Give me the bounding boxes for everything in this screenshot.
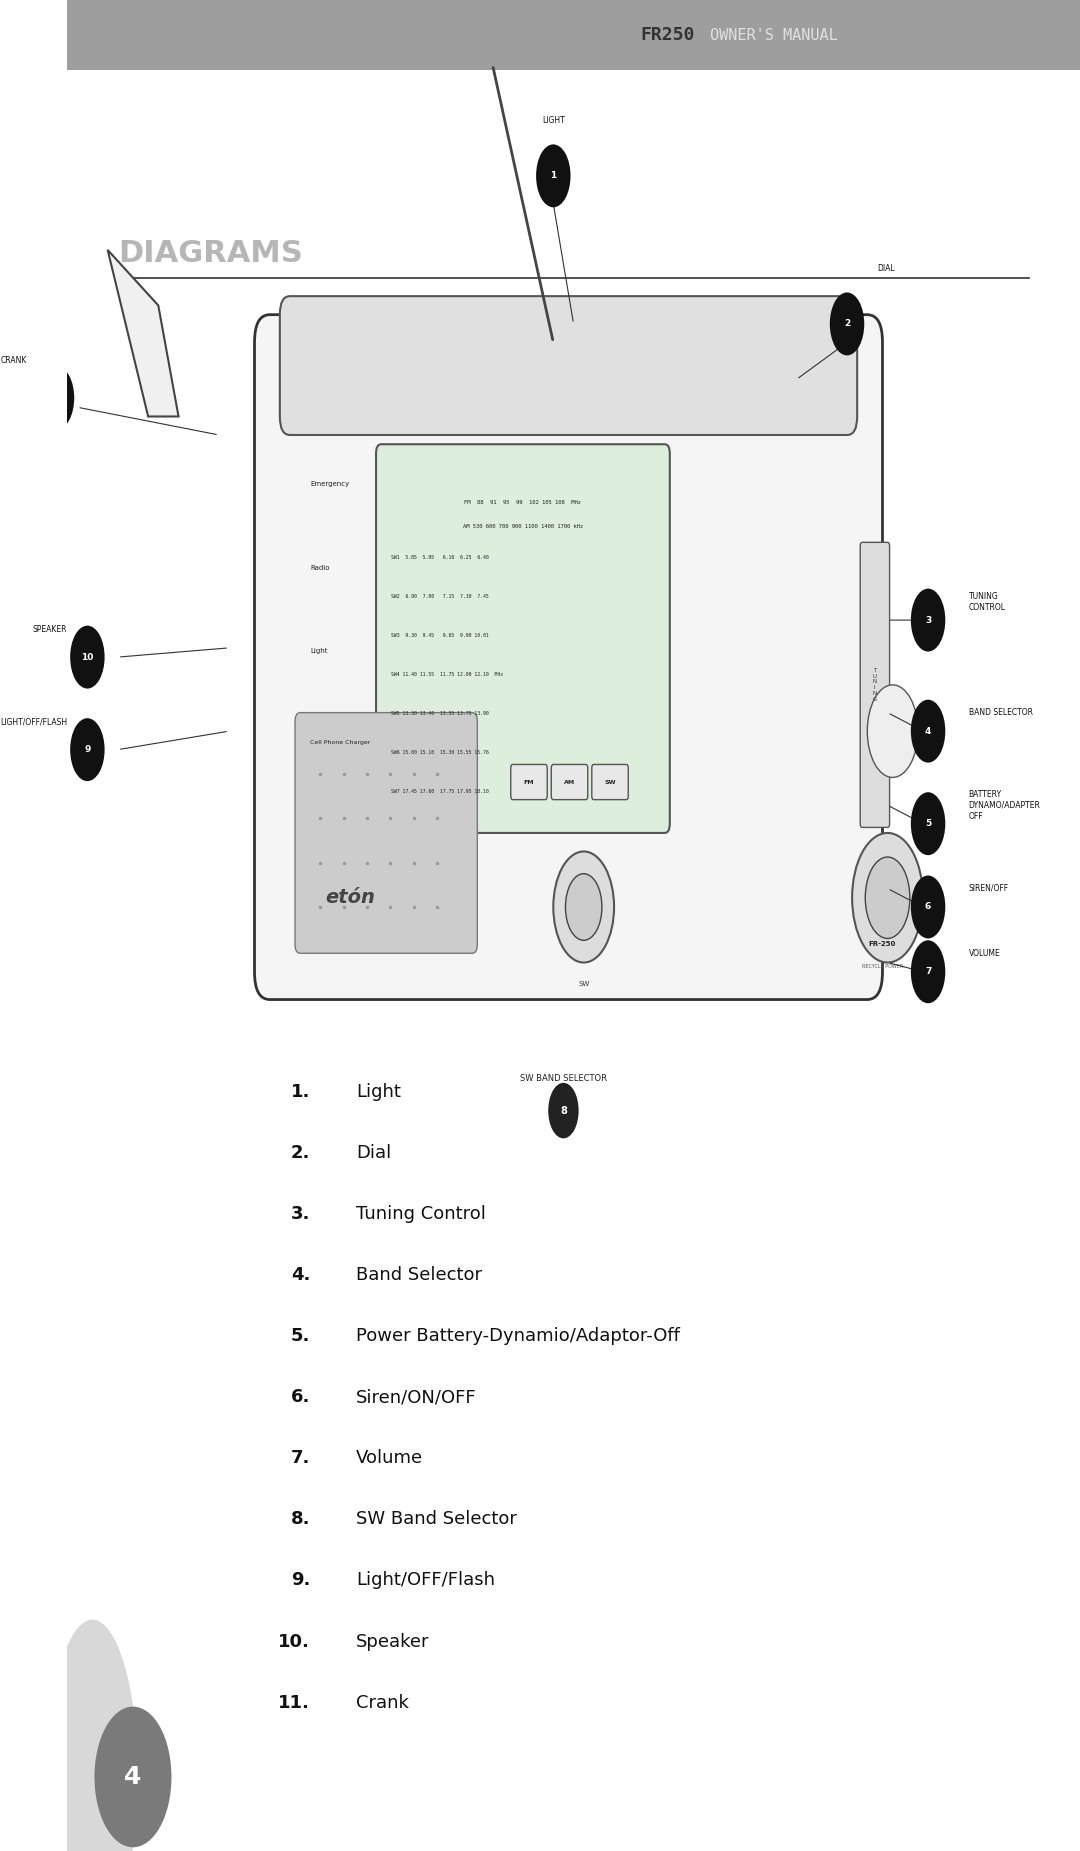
Circle shape — [865, 857, 909, 938]
Text: SPEAKER: SPEAKER — [32, 626, 67, 633]
Text: 4: 4 — [124, 1766, 141, 1788]
Text: DIAGRAMS: DIAGRAMS — [118, 239, 302, 268]
Circle shape — [910, 792, 945, 855]
Circle shape — [910, 589, 945, 652]
Text: OWNER'S MANUAL: OWNER'S MANUAL — [711, 28, 838, 43]
Text: 5.: 5. — [291, 1327, 310, 1346]
Circle shape — [910, 876, 945, 938]
Text: 6: 6 — [924, 903, 931, 911]
Text: 3.: 3. — [291, 1205, 310, 1224]
Text: Radio: Radio — [310, 565, 329, 570]
Text: Tuning Control: Tuning Control — [355, 1205, 486, 1224]
Text: DIAL: DIAL — [877, 265, 895, 272]
Text: RECYCLE POWER: RECYCLE POWER — [862, 964, 903, 968]
Text: SW4 11.40 11.55  11.75 12.00 12.10  MHz: SW4 11.40 11.55 11.75 12.00 12.10 MHz — [391, 672, 503, 677]
Text: LIGHT: LIGHT — [542, 117, 565, 124]
Text: 7.: 7. — [291, 1449, 310, 1468]
Text: AM: AM — [564, 779, 576, 785]
Text: 9: 9 — [84, 746, 91, 753]
Text: SW7 17.45 17.60  17.75 17.95 18.10: SW7 17.45 17.60 17.75 17.95 18.10 — [391, 789, 489, 794]
FancyBboxPatch shape — [67, 0, 1080, 70]
Text: 6.: 6. — [291, 1388, 310, 1407]
Text: 4: 4 — [924, 727, 931, 735]
Text: FM: FM — [524, 779, 535, 785]
Circle shape — [40, 366, 75, 429]
Circle shape — [70, 718, 105, 781]
Text: 10: 10 — [81, 653, 94, 661]
Text: Emergency: Emergency — [310, 481, 350, 487]
Text: 8.: 8. — [291, 1510, 310, 1529]
Text: SW6 15.00 15.10  15.30 15.55 15.76: SW6 15.00 15.10 15.30 15.55 15.76 — [391, 750, 489, 755]
Circle shape — [867, 685, 918, 777]
FancyBboxPatch shape — [551, 764, 588, 800]
Text: Power Battery-Dynamio/Adaptor-Off: Power Battery-Dynamio/Adaptor-Off — [355, 1327, 679, 1346]
Text: FR-250: FR-250 — [868, 940, 896, 948]
Text: BAND SELECTOR: BAND SELECTOR — [969, 709, 1032, 716]
Text: 5: 5 — [924, 820, 931, 827]
Text: Light: Light — [310, 648, 327, 653]
Text: Speaker: Speaker — [355, 1633, 429, 1651]
Circle shape — [910, 940, 945, 1003]
FancyBboxPatch shape — [255, 315, 882, 1000]
Text: Light: Light — [355, 1083, 401, 1101]
Text: LIGHT/OFF/FLASH: LIGHT/OFF/FLASH — [0, 718, 67, 726]
FancyBboxPatch shape — [376, 444, 670, 833]
Text: 10.: 10. — [279, 1633, 310, 1651]
Text: 4.: 4. — [291, 1266, 310, 1285]
FancyBboxPatch shape — [860, 542, 890, 827]
Text: FR250: FR250 — [640, 26, 696, 44]
Text: SIREN/OFF: SIREN/OFF — [969, 885, 1009, 892]
Text: Cell Phone Charger: Cell Phone Charger — [310, 740, 370, 746]
Text: 2: 2 — [843, 320, 850, 328]
Text: 9.: 9. — [291, 1571, 310, 1590]
Text: SW5 13.30 13.40  13.55 13.75 13.90: SW5 13.30 13.40 13.55 13.75 13.90 — [391, 711, 489, 716]
FancyBboxPatch shape — [295, 713, 477, 953]
Text: 11.: 11. — [279, 1694, 310, 1712]
Text: 1.: 1. — [291, 1083, 310, 1101]
Circle shape — [566, 874, 602, 940]
Text: FM  88  91  95  99  102 105 108  MHz: FM 88 91 95 99 102 105 108 MHz — [464, 500, 581, 505]
Ellipse shape — [46, 1620, 138, 1851]
Text: CRANK: CRANK — [0, 357, 27, 365]
Circle shape — [829, 292, 864, 355]
Text: SW3  9.30  9.45   9.65  9.90 10.01: SW3 9.30 9.45 9.65 9.90 10.01 — [391, 633, 489, 639]
Text: 11: 11 — [51, 394, 64, 402]
Circle shape — [852, 833, 923, 963]
Text: Crank: Crank — [355, 1694, 408, 1712]
Text: TUNING
CONTROL: TUNING CONTROL — [969, 592, 1005, 611]
Text: SW BAND SELECTOR: SW BAND SELECTOR — [519, 1074, 607, 1083]
Circle shape — [94, 1707, 172, 1847]
Text: SW: SW — [578, 981, 590, 987]
FancyBboxPatch shape — [511, 764, 548, 800]
Text: 2.: 2. — [291, 1144, 310, 1162]
Text: etón: etón — [326, 888, 376, 907]
Circle shape — [549, 1083, 579, 1138]
Text: SW1  5.85  5.95   6.10  6.25  6.40: SW1 5.85 5.95 6.10 6.25 6.40 — [391, 555, 489, 561]
Text: 3: 3 — [924, 616, 931, 624]
Text: Dial: Dial — [355, 1144, 391, 1162]
Circle shape — [70, 626, 105, 689]
FancyBboxPatch shape — [280, 296, 858, 435]
Text: T
U
N
I
N
G: T U N I N G — [873, 668, 877, 702]
Text: 1: 1 — [550, 172, 556, 180]
Text: Volume: Volume — [355, 1449, 423, 1468]
Text: SW: SW — [605, 779, 616, 785]
Text: 7: 7 — [924, 968, 931, 975]
Circle shape — [536, 144, 570, 207]
Text: Siren/ON/OFF: Siren/ON/OFF — [355, 1388, 476, 1407]
Text: 8: 8 — [561, 1105, 567, 1116]
Polygon shape — [108, 250, 178, 416]
Text: SW Band Selector: SW Band Selector — [355, 1510, 516, 1529]
Text: AM 530 600 700 900 1100 1400 1700 kHz: AM 530 600 700 900 1100 1400 1700 kHz — [463, 524, 583, 529]
Text: SW2  6.90  7.00   7.15  7.30  7.45: SW2 6.90 7.00 7.15 7.30 7.45 — [391, 594, 489, 600]
Circle shape — [553, 851, 615, 963]
Text: Light/OFF/Flash: Light/OFF/Flash — [355, 1571, 495, 1590]
Text: Band Selector: Band Selector — [355, 1266, 482, 1285]
Circle shape — [910, 700, 945, 763]
FancyBboxPatch shape — [592, 764, 629, 800]
Text: BATTERY
DYNAMO/ADAPTER
OFF: BATTERY DYNAMO/ADAPTER OFF — [969, 790, 1040, 820]
Text: VOLUME: VOLUME — [969, 950, 1000, 957]
